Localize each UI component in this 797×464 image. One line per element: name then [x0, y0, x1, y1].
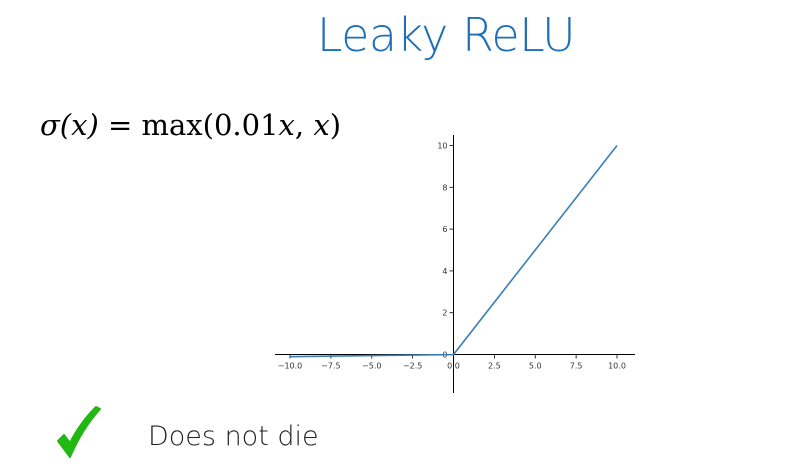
- y-tick-label: 2: [442, 309, 447, 318]
- y-tick-label: 10: [437, 141, 447, 150]
- y-tick-label: 8: [442, 183, 447, 192]
- leaky-relu-formula: σ(x) = max(0.01x, x): [40, 108, 341, 142]
- formula-sigma: σ: [40, 108, 60, 142]
- formula-close: ): [329, 108, 342, 142]
- formula-sep: ,: [294, 108, 314, 142]
- slide-title: Leaky ReLU: [316, 8, 576, 62]
- formula-max: = max(0.01: [98, 108, 279, 142]
- x-tick-label: 2.5: [488, 362, 501, 371]
- y-tick-label: 6: [442, 225, 447, 234]
- x-tick-label: 5.0: [529, 362, 542, 371]
- bullet-does-not-die: Does not die: [148, 421, 319, 452]
- formula-x: x: [313, 108, 330, 142]
- x-tick-label: −10.0: [278, 362, 303, 371]
- series-line: [289, 144, 618, 358]
- x-tick-label: 7.5: [570, 362, 583, 371]
- x-tick-label: 0.0: [447, 362, 460, 371]
- x-tick-label: −5.0: [362, 362, 381, 371]
- leaky-relu-plot: −10.0 −7.5 −5.0 −2.5 0.0 2.5 5.0 7.5 10.0 0 2 4 6 8 10: [265, 120, 645, 400]
- y-tick-label: 4: [442, 267, 447, 276]
- formula-x-scaled: x: [278, 108, 295, 142]
- x-tick-label: −2.5: [403, 362, 422, 371]
- check-icon: [57, 406, 101, 458]
- formula-arg: (x): [59, 108, 99, 142]
- x-tick-label: 10.0: [608, 362, 626, 371]
- x-tick-label: −7.5: [321, 362, 340, 371]
